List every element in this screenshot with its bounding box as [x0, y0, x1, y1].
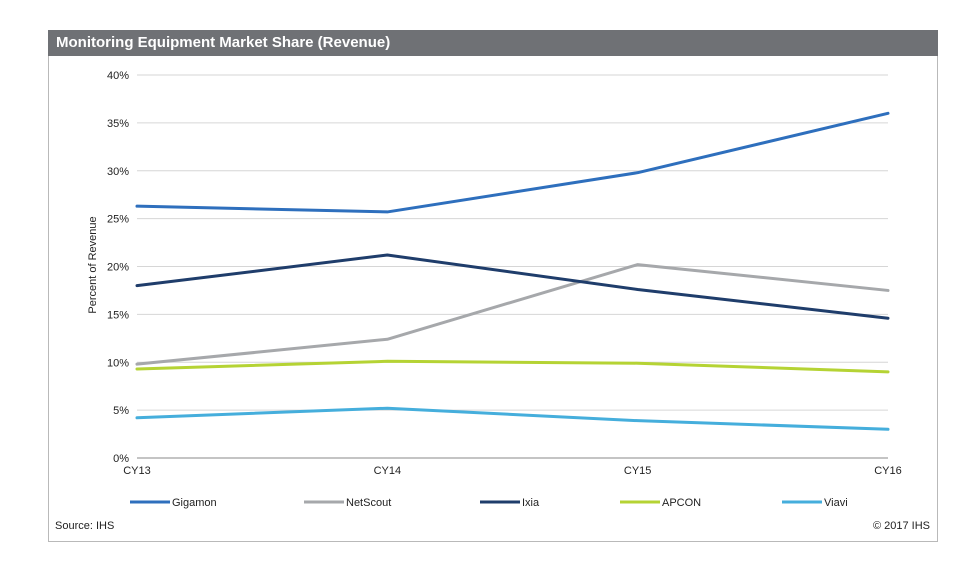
y-axis-label: Percent of Revenue [87, 216, 99, 313]
x-tick-label: CY16 [874, 465, 902, 477]
legend-label: Ixia [522, 497, 540, 509]
x-tick-label: CY14 [374, 465, 402, 477]
series-line-ixia [135, 253, 890, 320]
y-tick-label: 10% [107, 357, 129, 369]
grid-lines [137, 74, 888, 459]
y-tick-label: 30% [107, 166, 129, 178]
source-note: Source: IHS [55, 520, 115, 532]
y-tick-label: 35% [107, 118, 129, 130]
y-tick-labels: 0% 5% 10% 15% 20% 25% 30% 35% 40% [107, 70, 129, 465]
chart-title: Monitoring Equipment Market Share (Reven… [56, 34, 391, 51]
legend-label: APCON [662, 497, 701, 509]
series-line-gigamon [135, 111, 890, 214]
legend-label: Viavi [824, 497, 848, 509]
y-tick-label: 15% [107, 309, 129, 321]
y-tick-label: 5% [113, 405, 129, 417]
series-lines [135, 111, 890, 431]
series-line-apcon [135, 359, 890, 374]
legend: Gigamon NetScout Ixia APCON Viavi [130, 497, 848, 509]
legend-label: Gigamon [172, 497, 217, 509]
x-tick-labels: CY13 CY14 CY15 CY16 [123, 465, 902, 477]
legend-label: NetScout [346, 497, 391, 509]
chart-frame [48, 30, 938, 542]
x-tick-label: CY13 [123, 465, 151, 477]
y-tick-label: 25% [107, 214, 129, 226]
x-tick-label: CY15 [624, 465, 652, 477]
y-tick-label: 20% [107, 262, 129, 274]
copyright-note: © 2017 IHS [872, 520, 930, 532]
y-tick-label: 0% [113, 453, 129, 465]
series-line-viavi [135, 406, 890, 431]
series-line-netscout [135, 263, 890, 366]
y-tick-label: 40% [107, 70, 129, 82]
chart-title-bar: Monitoring Equipment Market Share (Reven… [48, 30, 938, 56]
